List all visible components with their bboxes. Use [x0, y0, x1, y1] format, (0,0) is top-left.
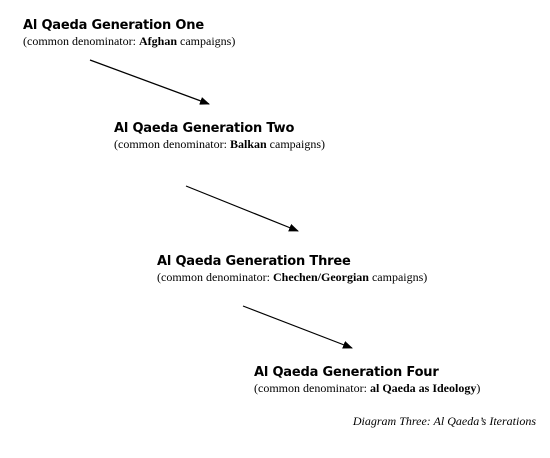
diagram-caption: Diagram Three: Al Qaeda’s Iterations — [352, 414, 536, 428]
subtitle-suffix: campaigns) — [177, 34, 236, 48]
arrow-gen2-to-gen3 — [185, 185, 299, 232]
generation-four-title: Al Qaeda Generation Four — [254, 365, 439, 380]
generation-one-title: Al Qaeda Generation One — [23, 18, 204, 33]
generation-two-subtitle: (common denominator: Balkan campaigns) — [114, 137, 325, 152]
generation-three-title: Al Qaeda Generation Three — [157, 254, 351, 269]
generation-two-title: Al Qaeda Generation Two — [114, 121, 295, 136]
subtitle-prefix: (common denominator: — [114, 137, 230, 151]
arrow-gen3-to-gen4 — [242, 305, 353, 349]
generation-two-block: Al Qaeda Generation Two (common denomina… — [114, 121, 325, 152]
subtitle-suffix: campaigns) — [266, 137, 325, 151]
subtitle-suffix: campaigns) — [368, 270, 428, 284]
generation-four-subtitle: (common denominator: al Qaeda as Ideolog… — [254, 381, 480, 396]
generation-three-block: Al Qaeda Generation Three (common denomi… — [157, 254, 427, 285]
common-denominator: Balkan — [229, 137, 267, 151]
common-denominator: Afghan — [138, 34, 177, 48]
common-denominator: Chechen/Georgian — [272, 270, 369, 284]
arrow-gen1-to-gen2 — [89, 59, 210, 105]
generation-three-subtitle: (common denominator: Chechen/Georgian ca… — [157, 270, 427, 285]
subtitle-prefix: (common denominator: — [157, 270, 273, 284]
generation-four-block: Al Qaeda Generation Four (common denomin… — [254, 365, 480, 396]
generation-one-subtitle: (common denominator: Afghan campaigns) — [23, 34, 235, 49]
subtitle-prefix: (common denominator: — [254, 381, 370, 395]
subtitle-prefix: (common denominator: — [23, 34, 139, 48]
generation-one-block: Al Qaeda Generation One (common denomina… — [23, 18, 235, 49]
common-denominator: al Qaeda as Ideology — [369, 381, 477, 395]
subtitle-suffix: ) — [476, 381, 481, 395]
